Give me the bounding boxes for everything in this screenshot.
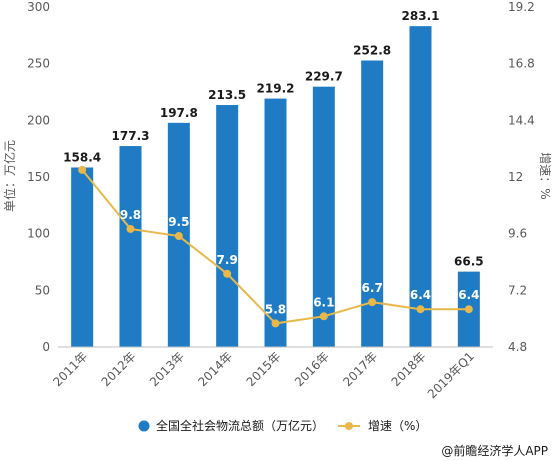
source-credit: @前瞻经济学人APP — [441, 443, 548, 458]
bar-value-label: 66.5 — [454, 255, 484, 269]
line-value-label: 9.5 — [168, 215, 189, 229]
x-tick-label: 2013年 — [147, 349, 187, 389]
bar — [119, 146, 142, 347]
x-tick-label: 2012年 — [99, 349, 139, 389]
line-value-label: 6.4 — [410, 288, 431, 302]
bar-data-labels: 158.4 177.3 197.8 213.5 219.2 229.7 252.8 283.1… — [63, 9, 483, 268]
line-point — [271, 319, 280, 328]
y2-tick-label: 16.8 — [508, 57, 535, 71]
line-point — [368, 298, 377, 307]
bar-value-label: 283.1 — [402, 9, 440, 23]
line-value-label: 6.7 — [362, 281, 383, 295]
bar — [216, 105, 239, 348]
y2-tick-label: 19.2 — [508, 0, 535, 14]
line-value-label: 6.1 — [313, 295, 334, 309]
bar — [409, 26, 432, 348]
y-tick-label: 150 — [27, 170, 50, 184]
bar-value-label: 158.4 — [63, 150, 101, 164]
bar-value-label: 177.3 — [112, 129, 150, 143]
y2-tick-label: 14.4 — [508, 113, 535, 127]
bar — [264, 98, 287, 347]
line-point — [126, 224, 135, 233]
legend-bar-label: 全国全社会物流总额（万亿元） — [156, 418, 324, 433]
bar-value-label: 252.8 — [353, 43, 391, 57]
y-tick-label: 100 — [27, 227, 50, 241]
bar — [361, 60, 384, 347]
y-tick-label: 50 — [35, 283, 50, 297]
legend: 全国全社会物流总额（万亿元） 增速（%） — [138, 418, 427, 433]
y2-tick-label: 4.8 — [508, 340, 527, 354]
x-tick-label: 2019年Q1 — [425, 349, 477, 401]
y2-tick-label: 7.2 — [508, 283, 527, 297]
x-axis-ticks: 2011年 2012年 2013年 2014年 2015年 2016年 2017年 2018年… — [50, 349, 477, 401]
legend-line-label: 增速（%） — [368, 419, 427, 433]
y-tick-label: 0 — [42, 340, 50, 354]
line-value-label: 9.8 — [120, 208, 141, 222]
bar — [312, 86, 335, 347]
left-axis-ticks: 0 50 100 150 200 250 300 — [27, 0, 50, 354]
line-point — [416, 305, 425, 314]
bar-value-label: 219.2 — [257, 82, 295, 96]
x-tick-label: 2015年 — [244, 349, 284, 389]
bar-value-label: 213.5 — [208, 88, 246, 102]
line-point — [319, 312, 328, 321]
line-value-label: 7.9 — [217, 253, 238, 267]
bar-value-label: 197.8 — [160, 106, 198, 120]
bar — [71, 167, 94, 347]
x-tick-label: 2016年 — [292, 349, 332, 389]
bar-value-label: 229.7 — [305, 70, 343, 84]
line-point — [464, 305, 473, 314]
x-tick-label: 2018年 — [389, 349, 429, 389]
line-point — [223, 269, 232, 278]
x-tick-label: 2014年 — [195, 349, 235, 389]
y2-tick-label: 9.6 — [508, 227, 527, 241]
legend-line-marker — [345, 422, 353, 430]
left-axis-title: 单位：万亿元 — [2, 140, 17, 212]
line-point — [174, 232, 183, 241]
right-axis-ticks: 4.8 7.2 9.6 12 14.4 16.8 19.2 — [508, 0, 535, 354]
y-tick-label: 300 — [27, 0, 50, 14]
y2-tick-label: 12 — [508, 170, 523, 184]
line-series: 9.8 9.5 7.9 5.8 6.1 6.7 6.4 6.4 — [78, 165, 479, 328]
line-point — [78, 165, 87, 174]
legend-bar-marker — [138, 420, 150, 432]
x-tick-label: 2017年 — [340, 349, 380, 389]
x-tick-label: 2011年 — [50, 349, 90, 389]
line-value-label: 6.4 — [458, 288, 479, 302]
line-value-label: 5.8 — [265, 302, 286, 316]
right-axis-title: 增速：% — [538, 152, 552, 199]
y-tick-label: 250 — [27, 57, 50, 71]
y-tick-label: 200 — [27, 113, 50, 127]
